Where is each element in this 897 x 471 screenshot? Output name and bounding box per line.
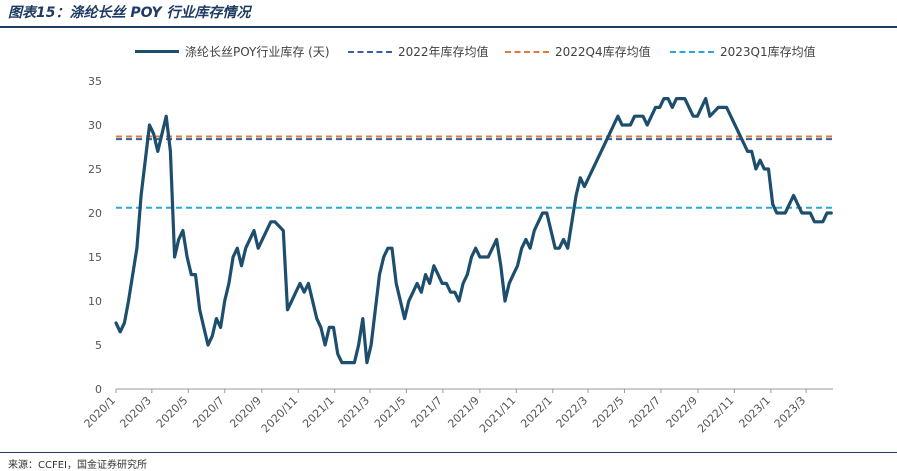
legend-label: 2023Q1库存均值 [720, 45, 816, 59]
x-tick-label: 2020/9 [227, 394, 264, 431]
x-tick-label: 2023/1 [736, 394, 773, 431]
legend-item-2022q4-mean: 2022Q4库存均值 [505, 43, 651, 60]
legend-label: 2022Q4库存均值 [555, 45, 651, 59]
x-tick-label: 2020/5 [154, 394, 191, 431]
y-tick-label: 0 [95, 383, 102, 396]
x-tick-label: 2022/9 [664, 394, 701, 431]
x-tick-label: 2022/3 [554, 394, 591, 431]
x-tick-label: 2020/1 [82, 394, 119, 431]
legend-item-poy-inventory: 涤纶长丝POY行业库存 (天) [135, 43, 330, 60]
x-tick-label: 2021/3 [335, 394, 372, 431]
legend-label: 2022年库存均值 [398, 45, 489, 59]
y-tick-label: 25 [88, 163, 102, 176]
legend-swatch-solid [135, 50, 179, 53]
series-line-poy-inventory [114, 97, 833, 365]
legend-label: 涤纶长丝POY行业库存 (天) [185, 45, 330, 59]
figure-title: 图表15：涤纶长丝 POY 行业库存情况 [8, 5, 251, 21]
x-tick-label: 2022/1 [518, 394, 555, 431]
source-note: 来源：CCFEI，国金证券研究所 [8, 460, 147, 471]
x-tick-label: 2020/7 [190, 394, 227, 431]
y-tick-label: 10 [88, 295, 102, 308]
y-tick-label: 15 [88, 251, 102, 264]
x-tick-label: 2020/3 [117, 394, 154, 431]
legend-item-2022-mean: 2022年库存均值 [348, 43, 489, 60]
legend-swatch-dashed [348, 50, 392, 53]
x-tick-label: 2021/11 [477, 394, 519, 436]
y-tick-label: 30 [88, 119, 102, 132]
y-tick-label: 35 [88, 75, 102, 88]
chart-legend: 涤纶长丝POY行业库存 (天) 2022年库存均值 2022Q4库存均值 202… [0, 43, 897, 63]
legend-swatch-dashed [505, 50, 549, 53]
x-tick-label: 2022/7 [626, 394, 663, 431]
x-tick-label: 2021/7 [408, 394, 445, 431]
bottom-rule [0, 452, 897, 453]
x-tick-label: 2023/3 [772, 394, 809, 431]
x-tick-label: 2021/1 [300, 394, 337, 431]
y-tick-label: 5 [95, 339, 102, 352]
x-tick-label: 2021/5 [372, 394, 409, 431]
x-tick-label: 2021/9 [445, 394, 482, 431]
x-tick-label: 2020/11 [259, 394, 301, 436]
y-tick-label: 20 [88, 207, 102, 220]
legend-swatch-dashed [670, 50, 714, 53]
x-tick-label: 2022/5 [590, 394, 627, 431]
legend-item-2023q1-mean: 2023Q1库存均值 [670, 43, 816, 60]
x-tick-label: 2022/11 [695, 394, 737, 436]
title-rule [0, 26, 897, 28]
